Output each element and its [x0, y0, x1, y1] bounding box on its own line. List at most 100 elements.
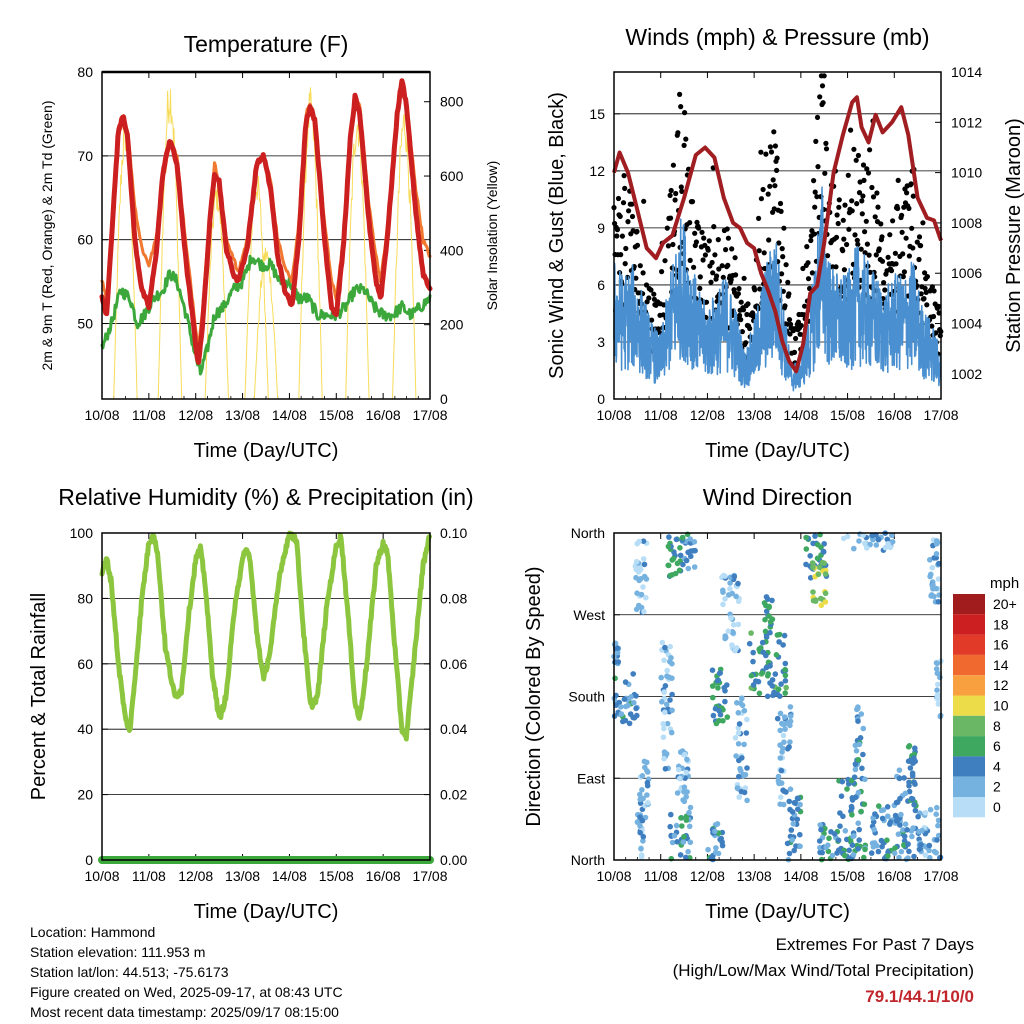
y2-tick-label: 0 [440, 391, 448, 407]
gust-point [893, 261, 899, 267]
direction-point [639, 773, 646, 779]
direction-point [638, 846, 644, 852]
direction-point [744, 716, 750, 723]
direction-point [906, 848, 912, 855]
direction-point [835, 837, 842, 843]
direction-point [633, 705, 639, 712]
direction-point [681, 798, 688, 805]
x-tick-label: 17/08 [923, 868, 958, 884]
legend-label: 20+ [993, 596, 1017, 612]
direction-point [777, 710, 784, 717]
direction-point [720, 589, 726, 595]
x-tick-label: 17/08 [412, 407, 447, 423]
gust-point [864, 166, 870, 172]
direction-point [737, 700, 744, 706]
direction-point [733, 593, 739, 600]
direction-point [668, 811, 674, 818]
y-tick-label: 6 [597, 277, 605, 293]
gust-point [899, 229, 905, 235]
y-tick-label: 20 [77, 787, 93, 803]
direction-point [906, 743, 913, 749]
sonic-wind-series [613, 186, 942, 392]
direction-point [764, 693, 771, 700]
direction-point [660, 734, 667, 740]
x-tick-label: 17/08 [412, 868, 447, 884]
temperature-2m-series [99, 78, 433, 365]
direction-point [825, 842, 831, 848]
direction-point [637, 829, 643, 836]
direction-point [691, 539, 698, 545]
direction-point [916, 846, 923, 853]
direction-point [778, 681, 784, 687]
direction-point [637, 796, 643, 803]
gust-point [670, 162, 677, 168]
direction-point [933, 811, 939, 817]
gust-point [936, 303, 942, 309]
direction-point [829, 852, 836, 859]
temp-panel: Temperature (F) 10/08 11/08 12/08 13/08 14/08… [39, 31, 500, 462]
gust-point [711, 224, 717, 230]
direction-point [735, 730, 742, 736]
gust-point [863, 218, 869, 224]
direction-point [662, 766, 669, 772]
direction-point [909, 770, 916, 776]
direction-point [935, 832, 942, 839]
rh-x-axis-label: Time (Day/UTC) [194, 901, 339, 923]
gust-point [765, 191, 771, 197]
direction-point [851, 774, 858, 780]
x-tick-label: 10/08 [84, 868, 119, 884]
direction-point [817, 844, 823, 851]
gust-point [814, 194, 820, 200]
direction-point [862, 776, 868, 783]
direction-point [644, 759, 650, 766]
direction-point [669, 557, 675, 563]
direction-point [748, 630, 754, 636]
gust-point [691, 264, 697, 270]
legend-swatch [953, 736, 985, 757]
legend-label: 16 [993, 637, 1009, 653]
direction-point [669, 660, 675, 667]
direction-point [644, 779, 651, 786]
direction-point [720, 601, 726, 608]
direction-point [875, 536, 882, 543]
y-tick-label: East [577, 770, 605, 786]
gust-point [910, 193, 916, 199]
direction-point [636, 538, 642, 545]
gust-point [808, 237, 814, 244]
direction-point [750, 682, 757, 688]
gust-point [841, 236, 847, 242]
gust-point [845, 172, 851, 178]
direction-point [612, 659, 618, 665]
direction-point [879, 815, 886, 822]
gust-point [770, 177, 776, 183]
gust-point [756, 248, 762, 254]
direction-point [841, 852, 848, 859]
x-tick-label: 12/08 [690, 868, 725, 884]
direction-point [731, 573, 738, 580]
gust-point [687, 220, 693, 226]
gust-point [835, 220, 841, 227]
direction-point [791, 799, 798, 806]
direction-point [928, 571, 934, 578]
gust-point [662, 258, 668, 264]
direction-point [686, 809, 692, 816]
direction-point [661, 689, 667, 695]
gust-point [629, 201, 635, 207]
direction-point [759, 639, 766, 646]
direction-point [732, 735, 739, 741]
direction-point [812, 533, 818, 539]
gust-point [933, 330, 939, 336]
direction-point [776, 639, 782, 645]
direction-point [640, 833, 647, 840]
direction-point [906, 788, 913, 795]
direction-point [777, 755, 784, 761]
direction-point [664, 667, 670, 674]
direction-point [869, 840, 876, 846]
direction-point [772, 671, 779, 677]
y2-tick-label: 200 [440, 317, 464, 333]
direction-point [922, 852, 929, 858]
gust-point [864, 241, 871, 247]
direction-point [669, 675, 675, 681]
direction-point [734, 785, 741, 791]
gust-point [805, 260, 811, 266]
